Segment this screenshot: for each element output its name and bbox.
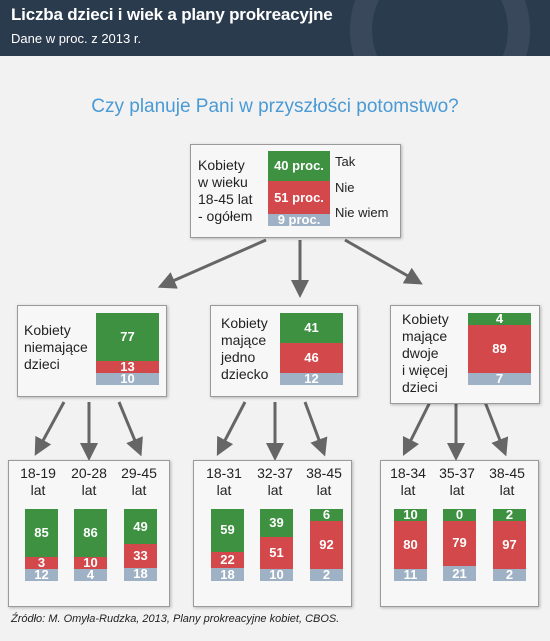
subgroup-label-g2-1: 35-37 lat <box>439 465 475 498</box>
subgroup-bar-g0-0: 85 3 12 <box>25 509 58 581</box>
arrow-g3-a <box>402 401 432 457</box>
title-bar: Liczba dzieci i wiek a plany prokreacyjn… <box>0 0 550 56</box>
subgroup-bar-g2-1-nie-wiem: 21 <box>443 565 476 581</box>
subgroup-bar-g0-2: 49 33 18 <box>124 509 157 581</box>
legend-nie: Nie <box>335 180 355 195</box>
arrow-top-right <box>344 238 423 285</box>
subgroup-bar-g2-0-nie-wiem: 11 <box>394 569 427 581</box>
group-bar-two-plus-children-tak: 4 <box>468 313 531 325</box>
group-bar-no-children-nie: 13 <box>96 361 159 373</box>
subgroup-bar-g1-0: 59 22 18 <box>211 509 244 581</box>
subgroup-bar-g0-1: 86 10 4 <box>74 509 107 581</box>
subgroup-bar-g1-1-nie-wiem: 10 <box>260 569 293 581</box>
subgroup-bar-g2-0-nie: 80 <box>394 521 427 569</box>
subgroup-bar-g0-1-nie-wiem: 4 <box>74 569 107 581</box>
group-label-no-children: Kobiety niemające dzieci <box>24 322 88 372</box>
subgroup-bar-g2-1: 0 79 21 <box>443 509 476 581</box>
subgroup-bar-g0-0-nie: 3 <box>25 557 58 569</box>
subgroup-bar-g0-2-tak: 49 <box>124 509 157 545</box>
legend-nie-wiem: Nie wiem <box>335 205 389 220</box>
page-subtitle: Dane w proc. z 2013 r. <box>11 31 142 46</box>
group-bar-two-plus-children: 4 89 7 <box>468 313 531 385</box>
arrow-g1-a <box>34 401 66 456</box>
subgroup-bar-g2-2: 2 97 2 <box>493 509 526 581</box>
subgroup-bar-g0-0-nie-wiem: 12 <box>25 569 58 581</box>
group-bar-two-plus-children-nie-wiem: 7 <box>468 373 531 385</box>
group-bar-one-child-nie: 46 <box>280 342 343 373</box>
decorative-ring <box>350 0 530 56</box>
subgroup-bar-g2-0-tak: 10 <box>394 509 427 521</box>
subgroup-bar-g1-2-nie: 92 <box>310 521 343 569</box>
subgroup-bar-g1-1-tak: 39 <box>260 509 293 538</box>
subgroup-bar-g1-1: 39 51 10 <box>260 509 293 581</box>
group-bar-two-plus-children-nie: 89 <box>468 325 531 373</box>
subgroup-label-g2-2: 38-45 lat <box>489 465 525 498</box>
subgroup-bar-g2-2-tak: 2 <box>493 509 526 521</box>
arrow-g1-c <box>117 401 143 457</box>
subgroup-label-g0-0: 18-19 lat <box>20 465 56 498</box>
group-bar-no-children: 77 13 10 <box>96 313 159 385</box>
subgroup-bar-g0-2-nie-wiem: 18 <box>124 568 157 581</box>
top-box-label: Kobiety w wieku 18-45 lat - ogółem <box>198 157 253 224</box>
page-title: Liczba dzieci i wiek a plany prokreacyjn… <box>11 5 333 24</box>
subgroup-bar-g0-1-tak: 86 <box>74 509 107 557</box>
subgroup-bar-g1-1-nie: 51 <box>260 537 293 569</box>
subgroup-label-g2-0: 18-34 lat <box>390 465 426 498</box>
group-bar-no-children-tak: 77 <box>96 313 159 361</box>
legend-tak: Tak <box>335 154 356 169</box>
survey-question: Czy planuje Pani w przyszłości potomstwo… <box>91 96 459 117</box>
group-bar-one-child-nie-wiem: 12 <box>280 373 343 385</box>
subgroup-label-g1-2: 38-45 lat <box>306 465 342 498</box>
subgroup-bar-g2-0: 10 80 11 <box>394 509 427 581</box>
subgroup-bar-g0-2-nie: 33 <box>124 544 157 569</box>
subgroup-bar-g2-2-nie-wiem: 2 <box>493 569 526 581</box>
top-bar: 40 proc. 51 proc. 9 proc. <box>268 151 330 226</box>
subgroup-bar-g1-0-nie: 22 <box>211 551 244 568</box>
subgroup-label-g0-2: 29-45 lat <box>121 465 157 498</box>
group-bar-one-child: 41 46 12 <box>280 313 343 385</box>
subgroup-bar-g2-1-tak: 0 <box>443 509 476 521</box>
group-label-two-plus-children: Kobiety mające dwoje i więcej dzieci <box>402 311 449 395</box>
arrow-g2-c <box>303 401 328 457</box>
subgroup-bar-g2-1-nie: 79 <box>443 521 476 566</box>
subgroup-bar-g1-0-tak: 59 <box>211 509 244 552</box>
arrow-top-left <box>157 238 267 289</box>
source-note: Źródło: M. Omyła-Rudzka, 2013, Plany pro… <box>11 613 340 625</box>
top-bar-tak: 40 proc. <box>268 151 330 181</box>
group-bar-no-children-nie-wiem: 10 <box>96 373 159 385</box>
subgroup-bar-g1-2-nie-wiem: 2 <box>310 569 343 581</box>
arrow-g2-a <box>216 401 247 456</box>
subgroup-label-g0-1: 20-28 lat <box>71 465 107 498</box>
arrow-g3-c <box>483 401 509 457</box>
subgroup-bar-g1-0-nie-wiem: 18 <box>211 567 244 581</box>
subgroup-label-g1-1: 32-37 lat <box>257 465 293 498</box>
group-label-one-child: Kobiety mające jedno dziecko <box>221 315 269 382</box>
subgroup-bar-g0-0-tak: 85 <box>25 509 58 557</box>
top-bar-nie: 51 proc. <box>268 181 330 214</box>
subgroup-bar-g1-2: 6 92 2 <box>310 509 343 581</box>
subgroup-label-g1-0: 18-31 lat <box>206 465 242 498</box>
subgroup-bar-g1-2-tak: 6 <box>310 509 343 521</box>
subgroup-bar-g0-1-nie: 10 <box>74 557 107 569</box>
group-bar-one-child-tak: 41 <box>280 313 343 343</box>
subgroup-bar-g2-2-nie: 97 <box>493 521 526 569</box>
top-bar-nie-wiem: 9 proc. <box>268 214 330 226</box>
